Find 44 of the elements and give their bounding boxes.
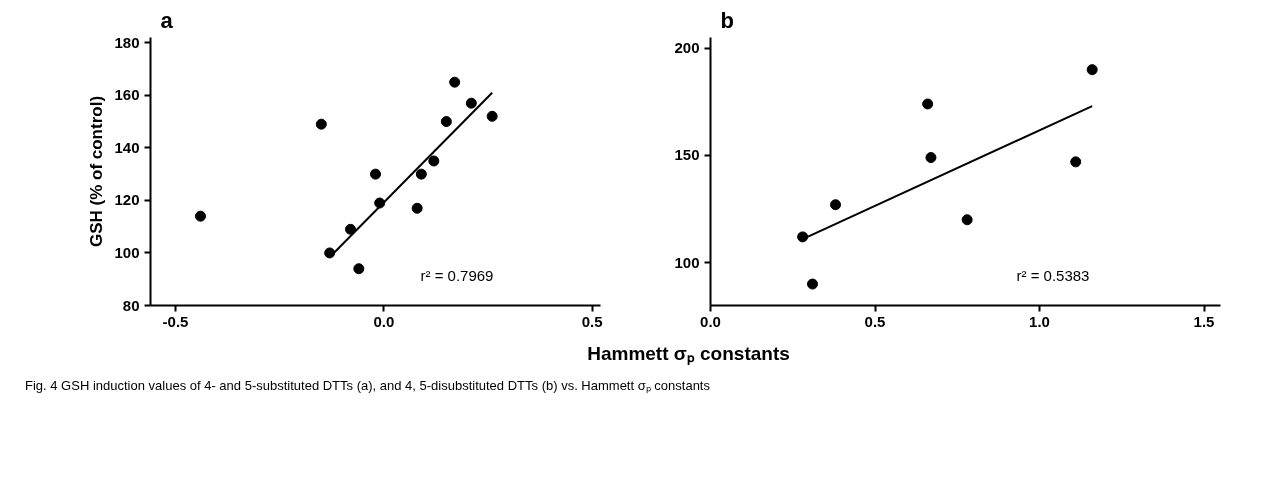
point (1070, 156, 1082, 168)
point (797, 231, 809, 243)
y-tick-label: 180 (114, 33, 140, 51)
point (961, 214, 973, 226)
y-axis-title: GSH (% of control) (87, 95, 107, 248)
annotation: r² = 0.7969 (420, 267, 494, 285)
y-tick-label: 150 (674, 146, 700, 164)
point (345, 223, 356, 235)
y-tick-label: 100 (114, 243, 140, 261)
point (195, 210, 206, 222)
y-tick-label: 100 (674, 253, 700, 271)
x-tick-label: -0.5 (162, 312, 189, 330)
point (411, 202, 423, 214)
x-tick-label: 1.0 (1029, 312, 1050, 330)
point (486, 110, 498, 122)
point (324, 247, 336, 259)
y-tick-label: 200 (674, 39, 700, 57)
y-tick-label: 160 (114, 86, 140, 104)
point (315, 118, 327, 130)
x-tick-label: 0.0 (700, 312, 721, 330)
point (1086, 64, 1098, 76)
point (465, 97, 477, 109)
y-tick-label: 140 (114, 138, 140, 156)
x-tick-label: 1.5 (1193, 312, 1215, 330)
x-axis-title: Hammett σₚ constants (587, 342, 790, 367)
y-tick-label: 120 (114, 191, 140, 209)
point (830, 199, 842, 211)
y-tick-label: 80 (122, 296, 140, 314)
point (370, 168, 381, 180)
point (428, 155, 440, 167)
chart-title: b (720, 7, 734, 33)
point (449, 76, 461, 88)
point (415, 168, 427, 180)
chart-title: a (160, 7, 174, 33)
point (807, 278, 818, 290)
x-tick-label: 0.5 (581, 312, 603, 330)
caption: Fig. 4 GSH induction values of 4- and 5-substituted DTTs (a), and 4, 5-disubstituted DTTs (b) vs. Hammett σₚ constants (25, 377, 710, 396)
x-tick-label: 0.0 (373, 312, 395, 330)
x-tick-label: 0.5 (864, 312, 886, 330)
annotation: r² = 0.5383 (1016, 267, 1090, 285)
point (353, 263, 365, 275)
point (925, 152, 937, 164)
point (440, 116, 452, 128)
point (922, 98, 934, 110)
